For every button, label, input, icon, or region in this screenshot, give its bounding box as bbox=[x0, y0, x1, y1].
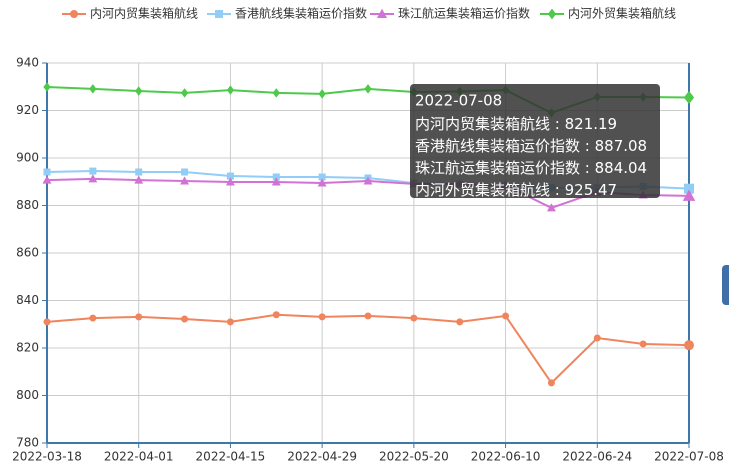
marker bbox=[271, 177, 281, 186]
marker bbox=[43, 82, 51, 92]
marker bbox=[70, 10, 78, 18]
tooltip-sep: : bbox=[580, 137, 595, 155]
marker bbox=[225, 177, 235, 186]
tooltip-value: 925.47 bbox=[565, 181, 618, 199]
marker bbox=[226, 318, 234, 326]
marker bbox=[593, 334, 601, 342]
x-tick-label: 2022-07-08 bbox=[654, 450, 724, 464]
marker bbox=[364, 312, 372, 320]
x-tick-label: 2022-04-01 bbox=[104, 450, 174, 464]
axes: 780 800 820 840 860 880 900 920 940 2022-03-18 202… bbox=[12, 56, 724, 464]
marker bbox=[682, 189, 696, 201]
tooltip-value: 887.08 bbox=[595, 137, 648, 155]
y-tick-label: 780 bbox=[16, 436, 39, 450]
marker bbox=[683, 90, 695, 105]
y-tick-label: 900 bbox=[16, 151, 39, 165]
marker bbox=[547, 379, 555, 387]
side-tab[interactable] bbox=[722, 265, 729, 305]
marker bbox=[135, 86, 143, 96]
x-tick-label: 2022-06-24 bbox=[562, 450, 632, 464]
marker bbox=[181, 168, 189, 176]
marker bbox=[456, 318, 464, 326]
marker bbox=[410, 314, 418, 322]
y-tick-label: 820 bbox=[16, 341, 39, 355]
tooltip-name: 珠江航运集装箱运价指数 bbox=[415, 159, 580, 177]
x-tick-label: 2022-03-18 bbox=[12, 450, 82, 464]
legend-label: 香港航线集装箱运价指数 bbox=[235, 6, 367, 21]
tooltip-sep: : bbox=[550, 115, 565, 133]
y-tick-label: 860 bbox=[16, 246, 39, 260]
tooltip-line: 内河内贸集装箱航线 : 821.19 bbox=[415, 115, 617, 133]
marker bbox=[43, 318, 51, 326]
tooltip: 2022-07-08 内河内贸集装箱航线 : 821.19 香港航线集装箱运价指数 … bbox=[410, 84, 660, 199]
tooltip-name: 内河内贸集装箱航线 bbox=[415, 115, 550, 133]
tooltip-box bbox=[410, 84, 660, 198]
tooltip-sep: : bbox=[550, 181, 565, 199]
legend: 内河内贸集装箱航线 香港航线集装箱运价指数 珠江航运集装箱运价指数 内河外贸集装箱航线 bbox=[62, 6, 676, 21]
y-tick-label: 920 bbox=[16, 103, 39, 117]
marker bbox=[318, 313, 326, 321]
marker bbox=[43, 168, 51, 176]
marker bbox=[547, 8, 557, 20]
legend-label: 珠江航运集装箱运价指数 bbox=[398, 6, 530, 21]
y-tick-label: 880 bbox=[16, 198, 39, 212]
tooltip-line: 香港航线集装箱运价指数 : 887.08 bbox=[415, 137, 647, 155]
series-line bbox=[46, 313, 690, 385]
tooltip-line: 珠江航运集装箱运价指数 : 884.04 bbox=[415, 159, 647, 177]
x-tick-label: 2022-05-20 bbox=[379, 450, 449, 464]
marker bbox=[134, 175, 144, 184]
tooltip-name: 香港航线集装箱运价指数 bbox=[415, 137, 580, 155]
marker bbox=[363, 176, 373, 185]
x-tick-label: 2022-04-29 bbox=[287, 450, 357, 464]
marker bbox=[89, 314, 97, 322]
marker bbox=[180, 176, 190, 185]
marker bbox=[364, 84, 372, 94]
tooltip-value: 884.04 bbox=[595, 159, 648, 177]
marker bbox=[215, 10, 223, 18]
tooltip-title: 2022-07-08 bbox=[415, 92, 502, 110]
marker bbox=[180, 88, 189, 98]
marker bbox=[88, 174, 98, 183]
y-tick-label: 840 bbox=[16, 293, 39, 307]
marker bbox=[272, 311, 280, 319]
legend-label: 内河外贸集装箱航线 bbox=[568, 6, 676, 21]
marker bbox=[181, 315, 189, 323]
marker bbox=[502, 312, 510, 320]
marker bbox=[684, 340, 694, 351]
tooltip-sep: : bbox=[580, 159, 595, 177]
marker bbox=[89, 167, 97, 175]
marker bbox=[89, 84, 97, 94]
marker bbox=[376, 8, 388, 18]
legend-label: 内河内贸集装箱航线 bbox=[90, 6, 198, 21]
marker bbox=[42, 175, 52, 184]
x-tick-label: 2022-06-10 bbox=[471, 450, 541, 464]
marker bbox=[272, 88, 280, 98]
y-tick-label: 940 bbox=[16, 56, 39, 70]
marker bbox=[135, 313, 143, 321]
tooltip-name: 内河外贸集装箱航线 bbox=[415, 181, 550, 199]
marker bbox=[318, 89, 326, 99]
marker bbox=[317, 178, 327, 187]
tooltip-line: 内河外贸集装箱航线 : 925.47 bbox=[415, 181, 617, 199]
marker bbox=[226, 85, 235, 95]
marker bbox=[639, 340, 647, 348]
tooltip-value: 821.19 bbox=[565, 115, 618, 133]
x-tick-label: 2022-04-15 bbox=[196, 450, 266, 464]
marker bbox=[135, 168, 143, 176]
marker bbox=[546, 203, 556, 212]
y-tick-label: 800 bbox=[16, 388, 39, 402]
